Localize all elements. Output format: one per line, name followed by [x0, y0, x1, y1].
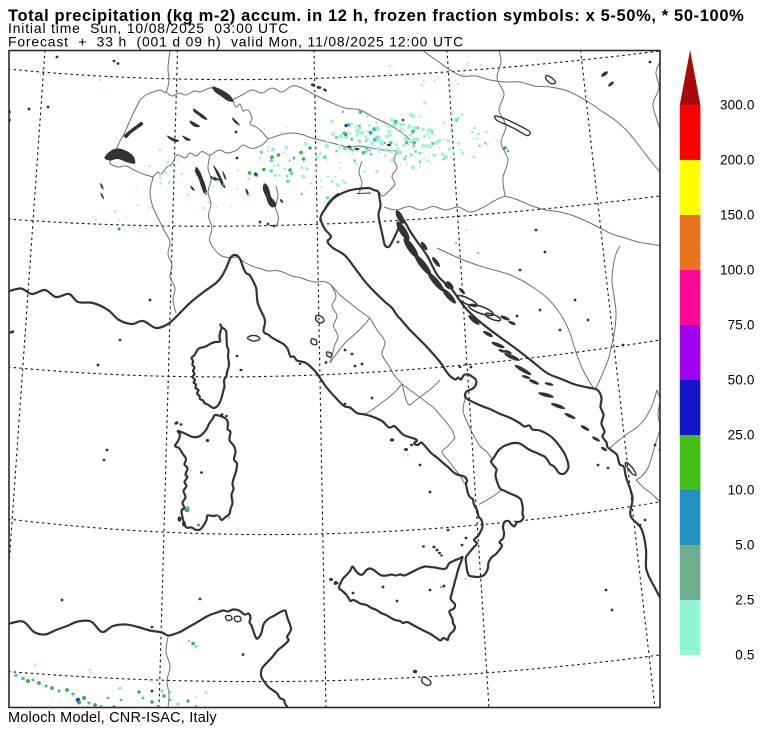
svg-text:75.0: 75.0: [728, 318, 755, 333]
svg-text:100.0: 100.0: [720, 263, 755, 278]
svg-text:10.0: 10.0: [728, 483, 755, 498]
svg-text:Forecast + 33 h (001 d 09 h: Forecast + 33 h (001 d 09 h) valid Mon, …: [8, 34, 464, 50]
svg-text:Initial time Sun, 10/08/2025: Initial time Sun, 10/08/2025 03:00 UTC: [8, 20, 289, 36]
svg-text:50.0: 50.0: [728, 373, 755, 388]
svg-text:Total precipitation (kg m-2) a: Total precipitation (kg m-2) accum. in 1…: [8, 7, 744, 25]
svg-text:2.5: 2.5: [735, 593, 754, 608]
svg-text:Moloch Model, CNR-ISAC, Italy: Moloch Model, CNR-ISAC, Italy: [8, 710, 217, 726]
svg-text:0.5: 0.5: [735, 648, 754, 663]
svg-text:150.0: 150.0: [720, 208, 755, 223]
svg-text:200.0: 200.0: [720, 153, 755, 168]
svg-text:5.0: 5.0: [735, 538, 754, 553]
svg-text:25.0: 25.0: [728, 428, 755, 443]
svg-text:300.0: 300.0: [720, 98, 755, 113]
